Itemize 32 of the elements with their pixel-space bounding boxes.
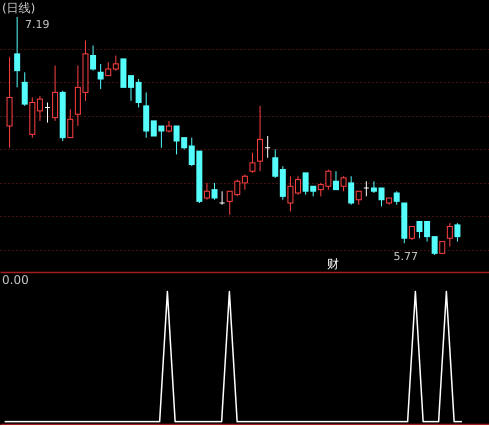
candlestick	[204, 182, 210, 200]
chart-title: 0.00	[2, 273, 29, 287]
candlestick	[272, 148, 278, 178]
candlestick	[264, 136, 271, 158]
candlestick	[356, 190, 362, 206]
annotation: 7.19	[25, 18, 50, 31]
candlestick	[67, 108, 74, 138]
candlestick	[219, 190, 226, 206]
candlestick	[105, 62, 112, 76]
candlestick	[226, 190, 233, 216]
candlestick	[249, 152, 256, 174]
candlestick	[212, 182, 218, 200]
candlestick	[22, 72, 28, 106]
annotation: 5.77	[394, 250, 418, 263]
candlestick	[112, 55, 119, 72]
candlestick	[166, 120, 172, 134]
candlestick	[408, 226, 415, 240]
candlestick	[340, 176, 347, 192]
candlestick	[98, 63, 104, 90]
candlestick	[363, 180, 370, 197]
candlestick	[348, 176, 354, 206]
candlestick	[439, 241, 446, 254]
candlestick	[332, 170, 339, 190]
candlestick	[454, 222, 460, 242]
candlestick	[44, 102, 51, 124]
chart-title: (日线)	[2, 1, 36, 15]
candlestick	[90, 44, 96, 72]
candlestick	[446, 222, 453, 248]
candlestick	[257, 105, 264, 172]
candlestick	[394, 190, 400, 206]
candlestick	[14, 16, 20, 88]
text: 财	[327, 257, 339, 271]
